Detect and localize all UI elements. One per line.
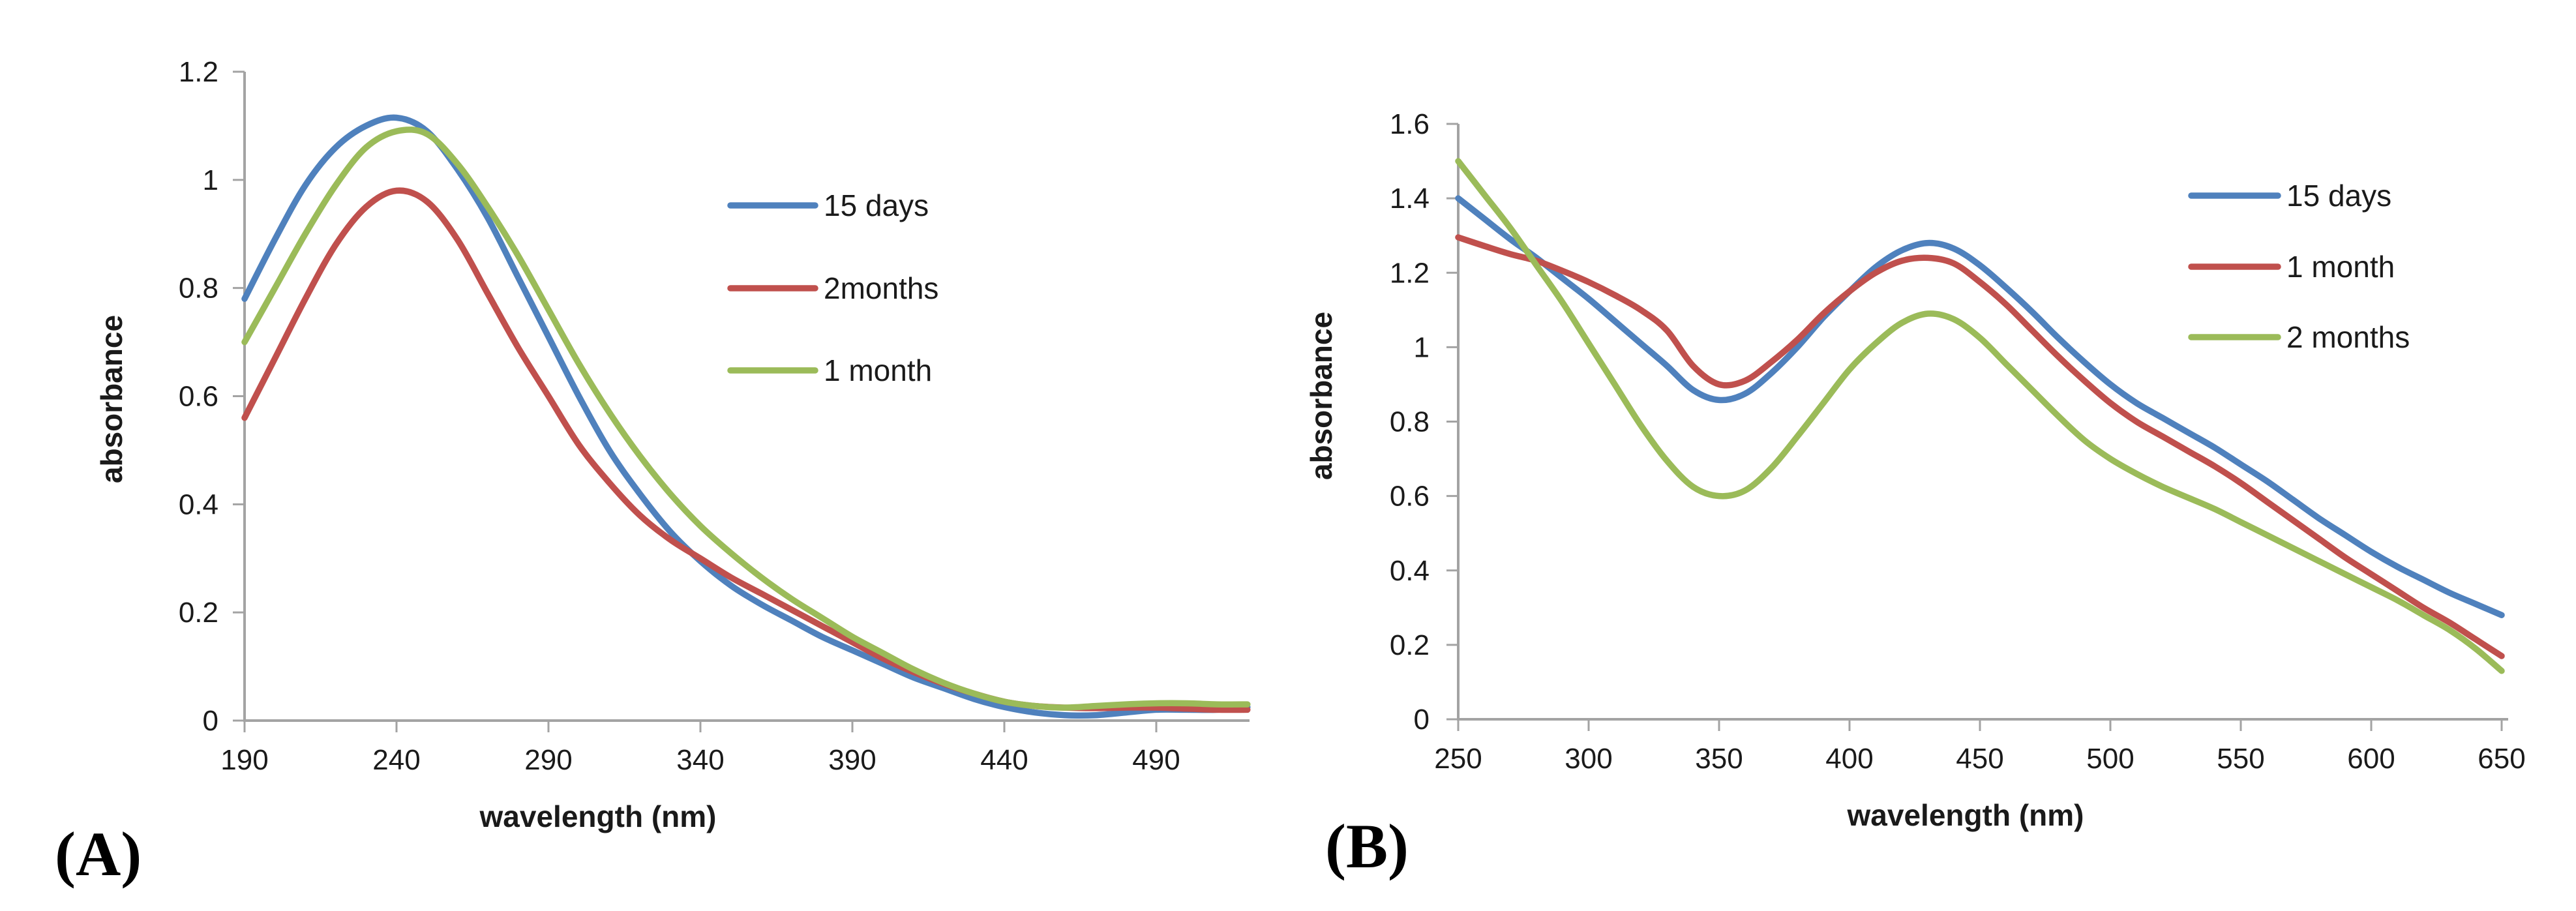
- y-tick-label-A: 0.4: [179, 488, 218, 520]
- y-tick-label-A: 0.8: [179, 273, 218, 305]
- y-tick-label-B: 1.6: [1390, 108, 1430, 140]
- x-tick-label-B: 550: [2217, 743, 2264, 775]
- legend-label-15-days-A: 15 days: [824, 188, 929, 222]
- series-curve-15-days-B: [1455, 195, 2505, 618]
- x-tick-label-A: 190: [220, 744, 268, 776]
- y-tick-label-B: 1.2: [1390, 257, 1430, 289]
- x-tick-label-B: 450: [1956, 743, 2003, 775]
- x-tick-label-B: 400: [1825, 743, 1873, 775]
- x-tick-label-A: 490: [1132, 744, 1180, 776]
- x-tick-label-A: 240: [372, 744, 420, 776]
- x-tick-label-B: 650: [2478, 743, 2525, 775]
- y-tick-label-A: 1.2: [179, 56, 218, 88]
- y-tick-label-B: 1.4: [1390, 183, 1430, 215]
- x-axis-title-A: wavelength (nm): [479, 799, 717, 833]
- y-tick-label-A: 1: [203, 164, 218, 196]
- x-tick-label-B: 300: [1565, 743, 1612, 775]
- y-axis-title-B: absorbance: [1304, 312, 1338, 480]
- x-axis-title-B: wavelength (nm): [1847, 798, 2084, 832]
- y-tick-label-A: 0: [203, 705, 218, 737]
- y-tick-label-B: 0.2: [1390, 629, 1430, 661]
- legend-label-1-month-B: 1 month: [2286, 250, 2395, 284]
- y-axis-title-A: absorbance: [95, 315, 128, 483]
- y-tick-label-B: 1: [1414, 331, 1430, 363]
- x-tick-label-B: 600: [2347, 743, 2395, 775]
- legend-label-2-months-B: 2 months: [2286, 320, 2410, 354]
- series-curve-2-months-B: [1455, 158, 2505, 674]
- series-curve-1-month-B: [1455, 234, 2505, 659]
- series-curve-15-days-A: [241, 114, 1251, 719]
- series-curve-1-month-A: [241, 127, 1251, 711]
- y-tick-label-B: 0: [1414, 704, 1430, 736]
- y-tick-label-B: 0.6: [1390, 481, 1430, 513]
- x-tick-label-A: 440: [980, 744, 1028, 776]
- y-tick-label-B: 0.8: [1390, 406, 1430, 438]
- x-tick-label-B: 500: [2086, 743, 2134, 775]
- x-tick-label-A: 340: [676, 744, 724, 776]
- y-tick-label-A: 0.6: [179, 381, 218, 413]
- legend-label-2months-A: 2months: [824, 271, 938, 305]
- legend-label-15-days-B: 15 days: [2286, 179, 2391, 213]
- x-tick-label-B: 350: [1695, 743, 1743, 775]
- series-curve-2months-A: [241, 187, 1251, 713]
- panel-label-a: (A): [55, 819, 142, 889]
- x-tick-label-A: 290: [524, 744, 572, 776]
- x-tick-label-A: 390: [828, 744, 876, 776]
- y-tick-label-B: 0.4: [1390, 555, 1430, 587]
- panel-label-b: (B): [1325, 811, 1409, 881]
- legend-label-1-month-A: 1 month: [824, 353, 932, 387]
- x-tick-label-B: 250: [1434, 743, 1482, 775]
- y-tick-label-A: 0.2: [179, 597, 218, 629]
